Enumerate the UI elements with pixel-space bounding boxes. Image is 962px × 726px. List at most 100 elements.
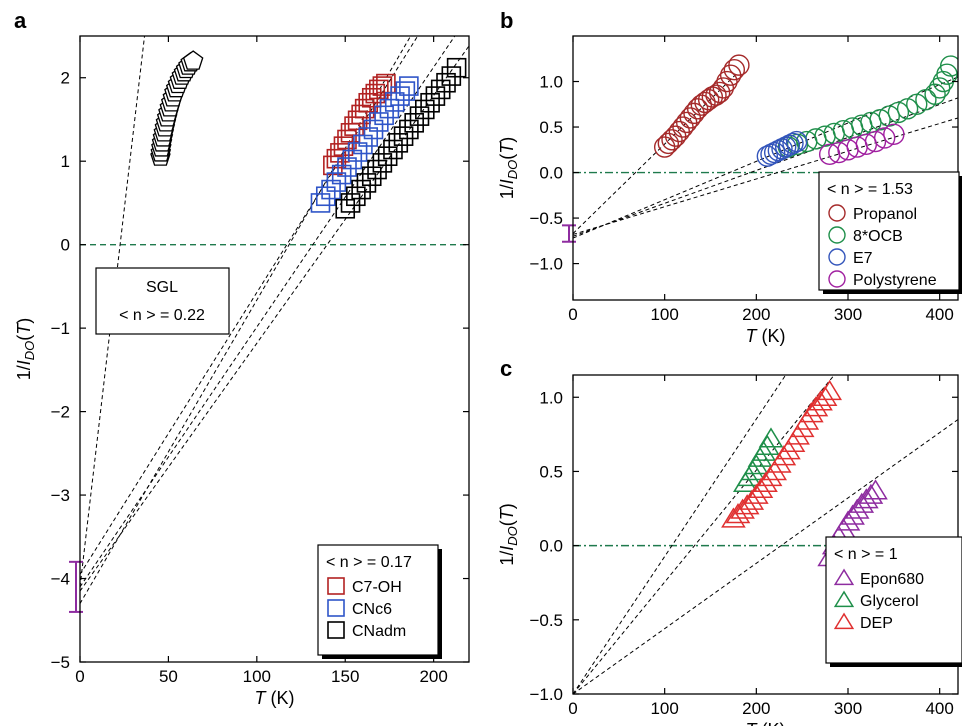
legend: < n > = 0.17 C7-OH CNc6 CNadm (317, 544, 442, 659)
legend: < n > = 1.53 Propanol 8*OCB E7 Polystyrene (818, 171, 962, 294)
data-point (344, 116, 364, 136)
y-label-part: DO (505, 526, 520, 546)
series-cnc6 (310, 76, 419, 213)
panel-letter: a (14, 8, 27, 33)
fit-line (80, 36, 419, 575)
data-point (873, 127, 896, 149)
data-point (363, 119, 384, 140)
y-tick-label: −1.0 (529, 255, 563, 274)
x-tick-label: 100 (243, 667, 271, 686)
data-point (346, 186, 366, 207)
series-8-ocb (777, 55, 958, 158)
data-point (367, 159, 387, 180)
y-tick-label: −5 (51, 653, 70, 672)
data-point (374, 105, 394, 126)
x-tick-label: 400 (925, 699, 953, 718)
y-label-part: ) (497, 503, 517, 509)
y-label-part: I (497, 546, 517, 551)
x-axis: 0 100 200 300 400 T (K) (568, 36, 954, 346)
x-tick-label: 100 (650, 699, 678, 718)
y-axis: −1.0 −0.5 0.0 0.5 1.0 1/IDO(T) (497, 73, 958, 274)
data-point (705, 84, 727, 106)
plot-frame (79, 35, 470, 663)
series-e7 (756, 130, 808, 167)
data-point (716, 70, 738, 93)
legend-label: Polystyrene (853, 272, 937, 289)
data-point (858, 483, 884, 504)
data-point (425, 86, 446, 106)
data-point (701, 86, 724, 108)
legend-label: CNadm (352, 623, 406, 640)
fit-line (573, 419, 958, 694)
legend-title: < n > = 1.53 (827, 181, 913, 198)
x-axis: 0 50 100 150 200 T (K) (75, 36, 448, 708)
data-point (372, 153, 393, 173)
y-label-part: DO (505, 160, 520, 180)
data-point (414, 99, 435, 120)
x-axis-label-var: T (746, 326, 759, 346)
y-label-part: I (497, 179, 517, 184)
data-point (321, 179, 341, 200)
data-point (315, 186, 336, 207)
y-label-part: ) (14, 318, 34, 324)
y-tick-label: −3 (51, 486, 70, 505)
data-point (694, 91, 716, 114)
data-point (844, 498, 870, 519)
y-label-part: T (497, 141, 517, 154)
annotation-line2: < n > = 0.22 (119, 307, 205, 324)
data-point (326, 172, 347, 192)
x-tick-label: 0 (75, 667, 84, 686)
data-point (863, 479, 888, 500)
data-point (377, 146, 398, 166)
x-axis: 0 100 200 300 400 T (K) (568, 375, 954, 726)
legend: < n > = 1 Epon680 Glycerol DEP (825, 536, 962, 667)
x-axis-label-unit: (K) (757, 326, 786, 346)
data-point (679, 107, 702, 129)
legend-marker (828, 248, 846, 266)
plot-area (80, 36, 469, 604)
intercept-errorbar (69, 560, 83, 613)
data-point (732, 471, 758, 493)
data-point (182, 50, 204, 70)
data-point (657, 132, 680, 155)
data-point (420, 92, 440, 113)
panel-c: 0 100 200 300 400 T (K) −1.0 −0.5 0.0 0.5 1.0 1/IDO… (497, 356, 962, 726)
y-label-part: T (497, 507, 517, 520)
legend-label: DEP (860, 615, 893, 632)
y-label-part: I (14, 360, 34, 365)
y-tick-label: 0.0 (539, 537, 563, 556)
data-point (753, 471, 778, 493)
x-tick-label: 100 (650, 305, 678, 324)
y-tick-label: 1.0 (539, 73, 563, 92)
y-tick-label: 2 (61, 69, 70, 88)
series-polystyrene (818, 123, 905, 166)
annotation-box: SGL < n > = 0.22 (95, 267, 230, 335)
y-label-part: ( (14, 335, 34, 341)
data-point (675, 111, 698, 134)
panel-letter: c (500, 356, 512, 381)
series-glycerol (732, 427, 784, 493)
data-point (384, 92, 405, 112)
data-point (369, 79, 389, 100)
legend-label: E7 (853, 250, 873, 267)
data-point (661, 129, 683, 151)
data-point (743, 483, 769, 504)
x-tick-label: 50 (159, 667, 178, 686)
data-point (337, 129, 357, 150)
data-point (369, 112, 389, 132)
data-point (399, 76, 419, 96)
data-point (835, 510, 861, 531)
data-point (379, 98, 400, 119)
series-cnadm (335, 57, 467, 219)
data-point (812, 385, 838, 407)
data-point (446, 57, 467, 78)
legend-marker (828, 226, 846, 244)
y-tick-label: 1 (61, 152, 70, 171)
data-point (928, 77, 951, 99)
y-label-part: DO (22, 341, 37, 361)
legend-label: C7-OH (352, 579, 402, 596)
x-tick-label: 0 (568, 305, 577, 324)
y-label-part: ( (497, 520, 517, 526)
data-point (342, 149, 363, 170)
